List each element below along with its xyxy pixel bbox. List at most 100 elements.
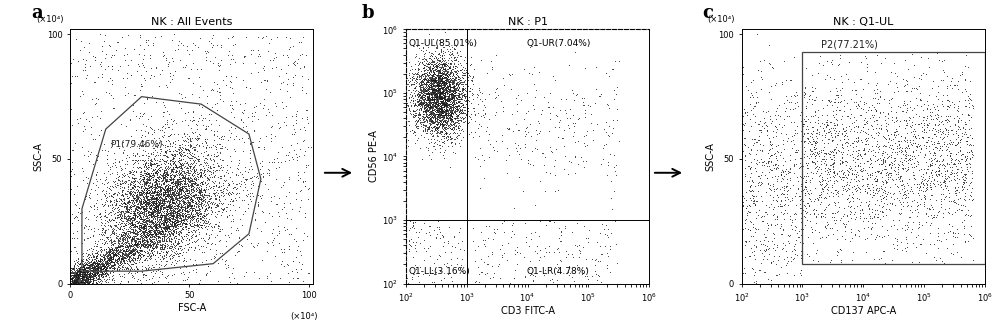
Point	[900, 224, 916, 229]
Point	[164, 152, 180, 157]
Point	[833, 257, 849, 262]
Point	[854, 140, 870, 145]
Point	[178, 221, 194, 226]
Point	[161, 193, 177, 198]
Point	[86, 259, 102, 264]
Point	[90, 238, 106, 243]
Point	[148, 201, 164, 206]
Point	[604, 130, 620, 136]
Point	[420, 108, 436, 113]
Point	[426, 77, 442, 82]
Point	[113, 200, 129, 205]
Point	[541, 128, 557, 134]
Point	[156, 226, 172, 231]
Point	[836, 183, 852, 188]
Point	[165, 214, 181, 219]
Point	[118, 244, 134, 250]
Point	[419, 119, 435, 124]
Point	[920, 138, 936, 143]
Point	[132, 189, 148, 195]
Point	[424, 53, 440, 58]
Point	[116, 196, 132, 201]
Point	[784, 226, 800, 231]
Point	[193, 197, 209, 202]
Point	[291, 39, 307, 45]
Point	[770, 162, 786, 167]
Point	[154, 214, 170, 219]
Point	[440, 96, 456, 101]
Point	[150, 193, 166, 198]
Point	[861, 165, 877, 170]
Point	[184, 178, 200, 183]
Point	[438, 102, 454, 107]
Point	[443, 92, 459, 97]
Point	[107, 265, 123, 271]
Point	[155, 219, 171, 224]
Point	[947, 82, 963, 87]
Point	[168, 217, 184, 222]
Point	[418, 92, 434, 97]
Point	[137, 181, 153, 186]
Point	[173, 203, 189, 209]
Point	[930, 141, 946, 146]
Point	[854, 261, 870, 266]
Point	[103, 263, 119, 268]
Point	[97, 264, 113, 269]
Point	[926, 156, 942, 161]
Point	[101, 42, 117, 47]
Point	[93, 128, 109, 133]
Point	[437, 67, 453, 72]
Point	[474, 90, 490, 96]
Point	[897, 82, 913, 88]
Point	[115, 245, 131, 251]
Point	[437, 79, 453, 84]
Point	[124, 237, 140, 243]
Point	[106, 278, 122, 283]
Point	[167, 192, 183, 197]
Point	[429, 94, 445, 99]
Point	[904, 120, 920, 125]
Point	[124, 242, 140, 247]
Point	[94, 253, 110, 259]
Point	[432, 91, 448, 96]
Point	[792, 205, 808, 210]
Point	[916, 183, 932, 188]
Point	[756, 214, 772, 219]
Point	[180, 199, 196, 204]
Point	[90, 276, 106, 282]
Point	[883, 160, 899, 165]
Point	[92, 266, 108, 271]
Y-axis label: SSC-A: SSC-A	[34, 142, 44, 171]
Point	[66, 271, 82, 276]
Point	[450, 112, 466, 117]
Point	[68, 279, 84, 284]
Point	[252, 167, 268, 172]
Point	[436, 114, 452, 120]
Point	[420, 246, 436, 251]
Point	[819, 219, 835, 225]
Point	[897, 228, 913, 233]
Point	[165, 231, 181, 237]
Point	[193, 161, 209, 167]
Point	[773, 191, 789, 196]
Point	[146, 195, 162, 200]
Point	[167, 222, 183, 228]
Point	[143, 252, 159, 258]
Point	[123, 253, 139, 258]
Point	[439, 101, 455, 106]
Point	[153, 196, 169, 201]
Point	[110, 237, 126, 242]
Point	[165, 155, 181, 160]
Point	[119, 199, 135, 204]
Point	[97, 271, 113, 276]
Point	[135, 243, 151, 248]
Point	[953, 137, 969, 142]
Point	[188, 192, 204, 198]
Point	[859, 137, 875, 142]
Point	[447, 89, 463, 94]
Point	[428, 78, 444, 83]
Point	[95, 266, 111, 271]
Point	[150, 169, 166, 174]
Point	[163, 175, 179, 181]
Point	[129, 241, 145, 246]
